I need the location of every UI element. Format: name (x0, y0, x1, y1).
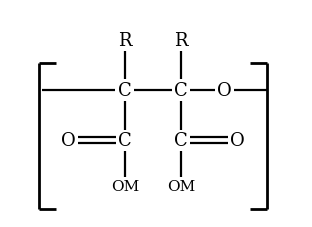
Text: O: O (217, 82, 232, 100)
Text: C: C (174, 132, 188, 150)
Text: O: O (61, 132, 76, 150)
Text: R: R (118, 32, 132, 50)
Text: OM: OM (111, 179, 139, 193)
Text: O: O (230, 132, 245, 150)
Text: C: C (118, 132, 132, 150)
Text: OM: OM (167, 179, 195, 193)
Text: C: C (174, 82, 188, 100)
Text: C: C (118, 82, 132, 100)
Text: R: R (174, 32, 188, 50)
